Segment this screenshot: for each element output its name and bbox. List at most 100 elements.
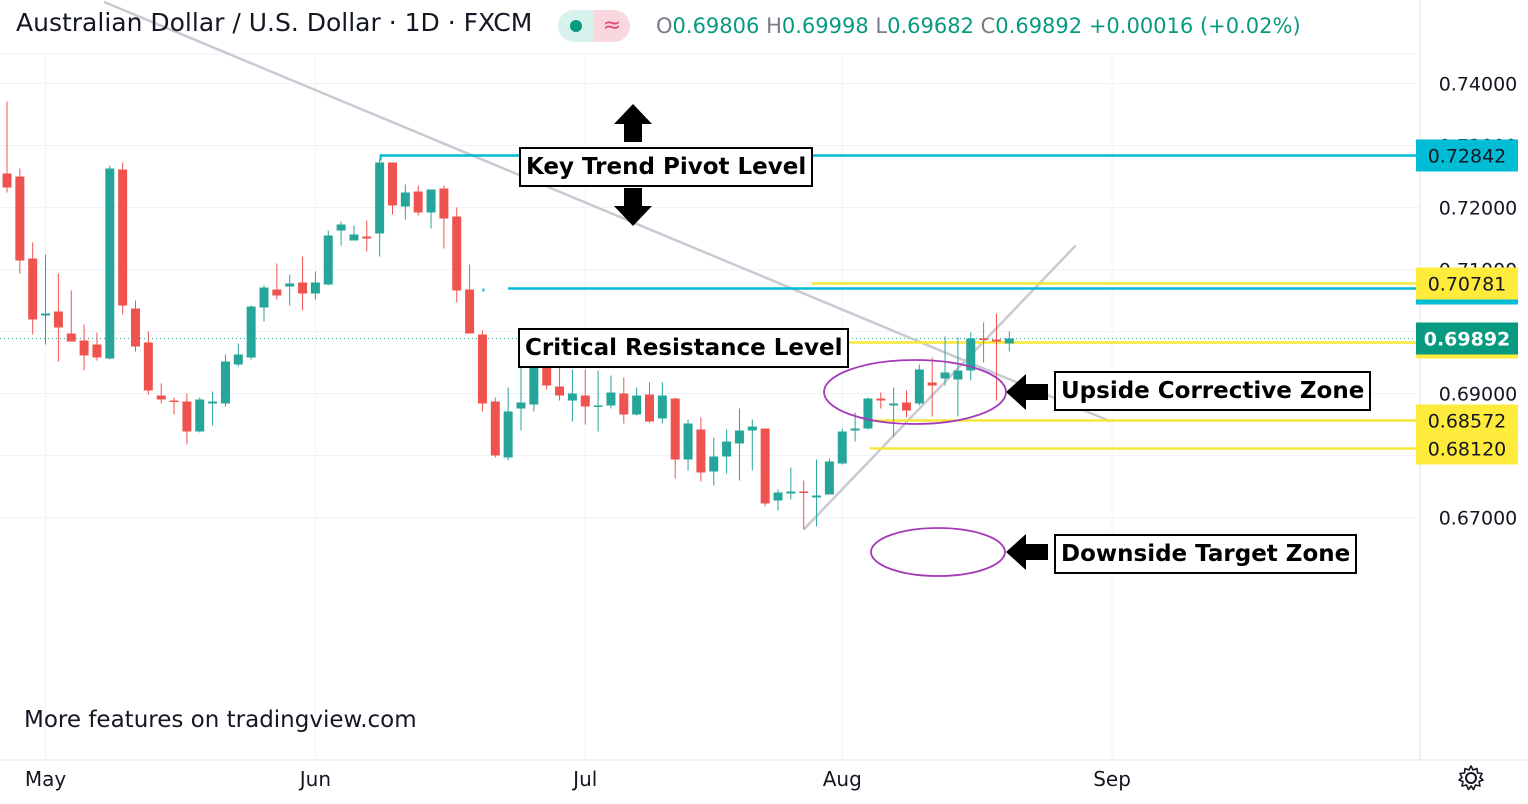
price-tick-label: 0.74000 — [1439, 74, 1518, 96]
candle — [722, 429, 732, 474]
market-open-indicator — [558, 10, 594, 42]
candle — [375, 158, 385, 257]
candle-body — [657, 395, 667, 419]
candle-body — [169, 400, 179, 402]
market-status-pill[interactable]: ≈ — [558, 10, 630, 42]
candle — [812, 459, 822, 527]
high-label: H — [766, 14, 782, 38]
candle-body — [580, 395, 590, 407]
candle — [760, 428, 770, 507]
candle-body — [92, 344, 102, 358]
key-pivot-label[interactable]: Key Trend Pivot Level — [519, 147, 814, 187]
candle — [105, 165, 115, 360]
candle-body — [349, 234, 359, 241]
candle-body — [812, 495, 822, 498]
candle — [567, 369, 577, 422]
candle-body — [734, 430, 744, 444]
candle — [336, 221, 346, 246]
low-value: 0.69682 — [887, 14, 974, 38]
candle — [863, 397, 873, 430]
candle — [1004, 331, 1014, 352]
candle-body — [991, 339, 1001, 342]
candle — [503, 387, 513, 461]
candle-body — [979, 338, 989, 340]
candle-body — [118, 169, 128, 306]
gear-icon[interactable] — [1457, 764, 1485, 792]
price-axis: 0.740000.730000.720000.710000.700000.690… — [1416, 0, 1518, 760]
candle — [927, 357, 937, 417]
candle-body — [927, 382, 937, 386]
candle-body — [131, 308, 140, 347]
candle-body — [889, 403, 899, 406]
candle-body — [285, 283, 295, 287]
time-tick-label: Jul — [571, 767, 597, 791]
candle-body — [619, 393, 629, 415]
candle — [477, 330, 487, 412]
price-badge — [1416, 267, 1518, 300]
candle-body — [632, 395, 642, 415]
candle — [979, 322, 989, 363]
downside-zone-label[interactable]: Downside Target Zone — [1054, 534, 1358, 574]
price-badge — [1416, 404, 1518, 437]
candle — [490, 397, 500, 458]
data-delay-icon: ≈ — [594, 10, 630, 42]
candle — [298, 256, 308, 311]
time-tick-label: May — [25, 767, 67, 791]
candle-body — [940, 372, 950, 379]
candle-body — [452, 216, 462, 291]
tradingview-watermark[interactable]: More features on tradingview.com — [24, 707, 417, 733]
candle-body — [490, 401, 500, 456]
upside-zone-label[interactable]: Upside Corrective Zone — [1054, 371, 1372, 411]
candle-body — [53, 311, 63, 328]
candle-body — [953, 370, 963, 380]
candle — [516, 366, 526, 431]
candle-body — [567, 393, 577, 401]
candle-body — [722, 441, 732, 457]
candle — [580, 369, 590, 425]
candle — [169, 397, 179, 415]
candlestick-series — [2, 101, 1014, 530]
candle-body — [388, 162, 397, 206]
candle — [362, 220, 372, 252]
candle-body — [902, 402, 911, 411]
trend-lines — [103, 0, 1112, 531]
price-tick-label: 0.72000 — [1439, 198, 1518, 220]
candle-body — [503, 411, 513, 458]
change-value: +0.00016 (+0.02%) — [1088, 14, 1301, 38]
candle — [657, 382, 667, 424]
candle-body — [426, 189, 436, 213]
candle-body — [799, 491, 809, 493]
candle-body — [914, 369, 924, 404]
candle — [2, 101, 12, 193]
candle-body — [310, 282, 320, 294]
candle — [966, 332, 976, 381]
candle-body — [272, 289, 282, 296]
time-tick-label: Aug — [823, 767, 862, 791]
candle — [991, 313, 1001, 401]
candle — [79, 324, 89, 371]
arrow-down-icon — [614, 188, 652, 226]
time-axis: May Jun Jul Aug Sep — [0, 759, 1528, 791]
candle-body — [323, 235, 333, 285]
symbol-title[interactable]: Australian Dollar / U.S. Dollar · 1D · F… — [16, 8, 533, 37]
candle-body — [246, 306, 256, 358]
candle — [632, 387, 642, 416]
candle-body — [876, 398, 886, 401]
candle-body — [195, 399, 205, 432]
candle-body — [220, 361, 230, 404]
candle-body — [966, 338, 976, 371]
status-dot-icon — [570, 20, 582, 32]
candle-body — [696, 429, 706, 473]
candle-body — [41, 313, 51, 316]
time-tick-label: Jun — [298, 767, 331, 791]
price-badge-label: 0.68572 — [1428, 411, 1507, 433]
candle-body — [439, 188, 449, 219]
critical-resistance-label[interactable]: Critical Resistance Level — [518, 328, 850, 368]
candle-body — [66, 333, 76, 342]
candle — [143, 331, 153, 395]
price-badge-label: 0.68120 — [1428, 439, 1507, 461]
candle — [208, 391, 218, 426]
candle-body — [465, 289, 475, 334]
close-label: C — [980, 14, 996, 38]
price-tick-label: 0.67000 — [1439, 508, 1518, 530]
